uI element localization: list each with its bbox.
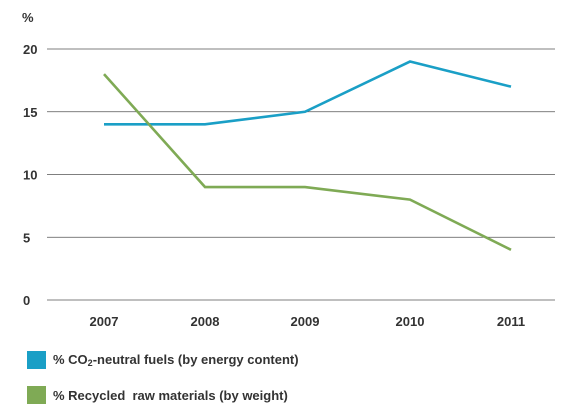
- legend-label-recycled: % Recycled raw materials (by weight): [53, 387, 288, 403]
- y-tick-label: 15: [23, 105, 37, 120]
- gridlines: [47, 48, 555, 301]
- x-tick-label: 2010: [396, 314, 425, 329]
- x-tick-label: 2011: [497, 314, 525, 329]
- y-axis-unit-label: %: [22, 10, 34, 25]
- legend-item-co2-neutral-fuels: % CO2-neutral fuels (by energy content): [27, 351, 299, 369]
- y-tick-label: 0: [23, 293, 30, 308]
- x-tick-label: 2007: [90, 314, 119, 329]
- series-line-0: [104, 60, 512, 126]
- y-tick-label: 10: [23, 168, 37, 183]
- legend-swatch-co2: [27, 351, 46, 369]
- legend-item-recycled-raw-materials: % Recycled raw materials (by weight): [27, 386, 288, 404]
- legend-label-co2: % CO2-neutral fuels (by energy content): [53, 352, 299, 368]
- x-tick-label: 2008: [191, 314, 220, 329]
- x-tick-labels: 2007 2008 2009 2010 2011: [90, 314, 526, 329]
- y-tick-label: 20: [23, 42, 37, 57]
- y-tick-label: 5: [23, 230, 30, 245]
- x-tick-label: 2009: [291, 314, 320, 329]
- legend-swatch-recycled: [27, 386, 46, 404]
- series-lines: [103, 60, 512, 251]
- y-tick-labels: 0 5 10 15 20: [23, 42, 37, 308]
- series-line-1: [103, 73, 512, 251]
